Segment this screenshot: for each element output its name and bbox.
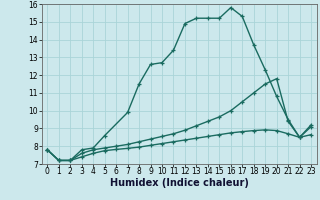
X-axis label: Humidex (Indice chaleur): Humidex (Indice chaleur): [110, 178, 249, 188]
